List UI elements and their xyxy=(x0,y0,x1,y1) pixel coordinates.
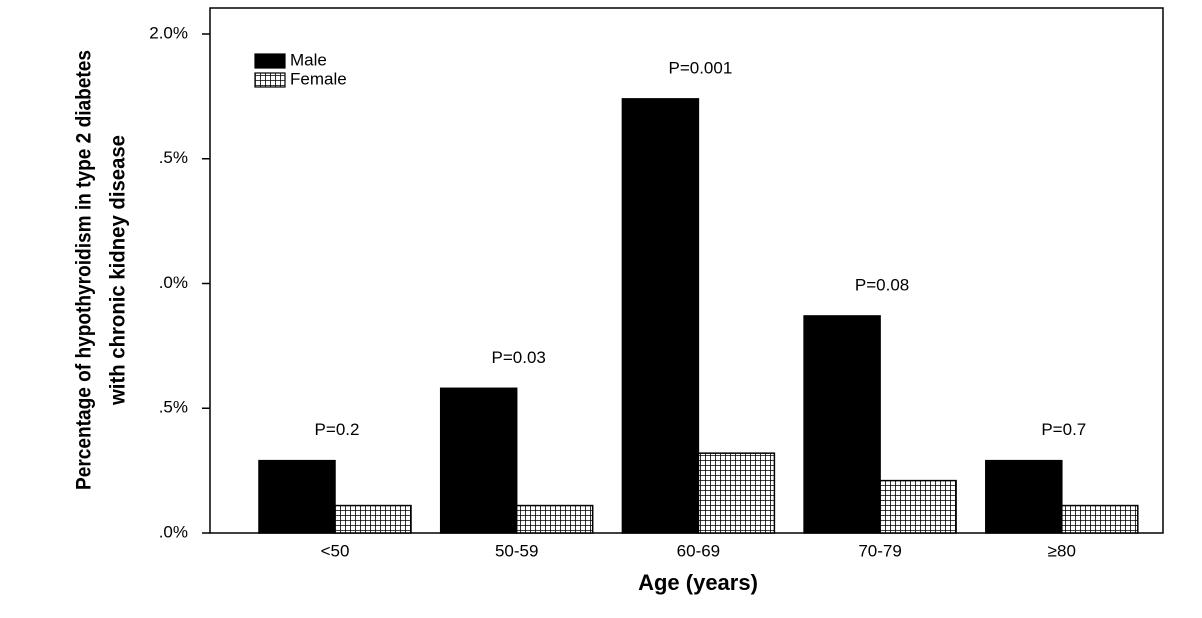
legend-label: Male xyxy=(290,50,327,69)
y-axis-label-line: with chronic kidney disease xyxy=(107,135,130,406)
y-tick-label: .5% xyxy=(159,398,188,417)
y-tick-label: .5% xyxy=(159,148,188,167)
x-tick-label: 70-79 xyxy=(858,541,901,560)
bar xyxy=(515,504,594,534)
x-axis-label: Age (years) xyxy=(638,570,758,595)
y-axis-label-line: Percentage of hypothyroidism in type 2 d… xyxy=(73,50,96,490)
p-value-annotation: P=0.03 xyxy=(492,348,546,367)
p-value-annotation: P=0.001 xyxy=(668,58,732,77)
legend-swatch xyxy=(254,53,286,69)
bar xyxy=(697,452,776,534)
bar xyxy=(258,459,336,534)
x-tick-label: 60-69 xyxy=(677,541,720,560)
p-value-annotation: P=0.08 xyxy=(855,275,909,294)
legend-swatch xyxy=(254,72,286,88)
x-tick-label: <50 xyxy=(321,541,350,560)
bar xyxy=(985,459,1063,534)
legend-label: Female xyxy=(290,69,347,88)
bar xyxy=(803,315,881,534)
bar xyxy=(334,504,412,534)
x-tick-label: ≥80 xyxy=(1048,541,1076,560)
x-tick-label: 50-59 xyxy=(495,541,538,560)
y-tick-label: .0% xyxy=(159,522,188,541)
bar xyxy=(439,387,518,534)
bar xyxy=(621,98,700,534)
y-tick-label: .0% xyxy=(159,273,188,292)
bar xyxy=(1061,504,1139,534)
bar xyxy=(879,479,957,534)
p-value-annotation: P=0.2 xyxy=(315,420,360,439)
p-value-annotation: P=0.7 xyxy=(1041,420,1086,439)
y-axis-label: Percentage of hypothyroidism in type 2 d… xyxy=(73,50,130,490)
y-tick-label: 2.0% xyxy=(149,23,188,42)
